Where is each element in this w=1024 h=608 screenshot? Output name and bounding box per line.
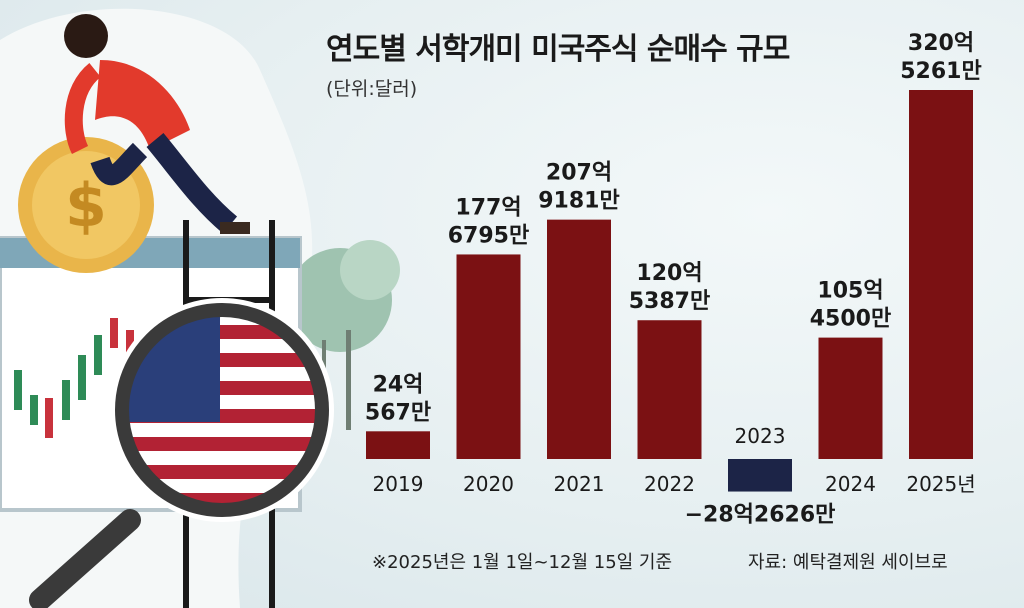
data-label: 207억 bbox=[546, 161, 612, 186]
footnote: ※2025년은 1월 1일~12월 15일 기준 bbox=[372, 552, 673, 573]
bar-2019 bbox=[366, 431, 430, 459]
data-label: 5387만 bbox=[629, 289, 710, 314]
bar-2024 bbox=[818, 337, 883, 459]
data-label: 105억 bbox=[817, 279, 883, 304]
bar-2021 bbox=[547, 219, 611, 459]
bar-2023 bbox=[728, 459, 792, 492]
data-label: 5261만 bbox=[900, 59, 981, 84]
data-label: 567만 bbox=[365, 400, 431, 425]
category-label: 2024 bbox=[825, 472, 876, 496]
data-label: 177억 bbox=[455, 195, 521, 220]
category-label: 2023 bbox=[735, 424, 786, 448]
category-label: 2025년 bbox=[906, 472, 975, 496]
data-label: −28억2626만 bbox=[685, 503, 836, 528]
person-pushing-coin: $ bbox=[18, 14, 250, 273]
category-label: 2022 bbox=[644, 472, 695, 496]
data-label: 6795만 bbox=[448, 223, 529, 248]
bar-2025년 bbox=[909, 90, 973, 459]
data-label: 120억 bbox=[636, 261, 702, 286]
category-label: 2020 bbox=[463, 472, 514, 496]
unit-note: (단위:달러) bbox=[326, 78, 418, 100]
data-label: 320억 bbox=[908, 31, 974, 56]
svg-text:$: $ bbox=[65, 171, 107, 241]
category-label: 2021 bbox=[554, 472, 605, 496]
bar-2022 bbox=[637, 320, 702, 459]
bar-2020 bbox=[456, 254, 521, 459]
source-note: 자료: 예탁결제원 세이브로 bbox=[748, 552, 948, 573]
magnifying-glass-icon bbox=[29, 298, 334, 608]
data-label: 24억 bbox=[373, 372, 424, 397]
chart-title: 연도별 서학개미 미국주식 순매수 규모 bbox=[326, 32, 790, 67]
data-label: 9181만 bbox=[538, 189, 619, 214]
data-label: 4500만 bbox=[810, 307, 891, 332]
category-label: 2019 bbox=[373, 472, 424, 496]
